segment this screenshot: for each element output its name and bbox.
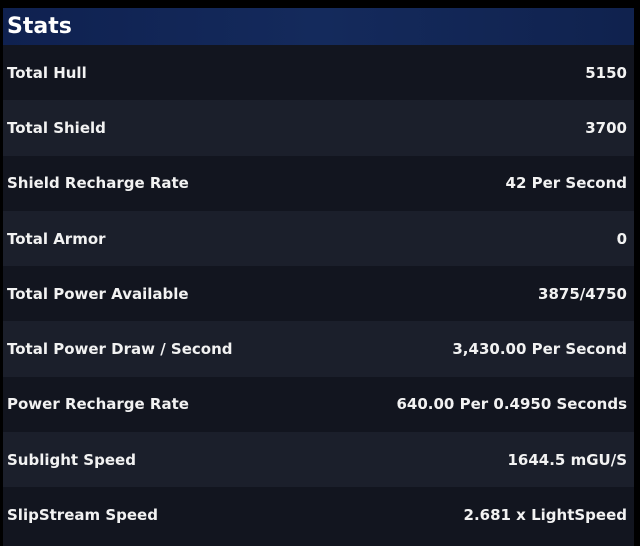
- stats-header: Stats: [3, 8, 634, 45]
- stat-label: SlipStream Speed: [7, 506, 158, 525]
- stat-row: Total Power Draw / Second 3,430.00 Per Se…: [3, 321, 634, 377]
- stat-row: Sublight Speed 1644.5 mGU/S: [3, 432, 634, 488]
- stat-row: Total Armor 0: [3, 210, 634, 267]
- stat-row: SlipStream Speed 2.681 x LightSpeed: [3, 487, 634, 543]
- stat-label: Total Armor: [7, 229, 106, 248]
- stat-label: Total Hull: [7, 63, 87, 82]
- stats-panel: Stats Total Hull 5150 Total Shield 3700 Shie…: [3, 8, 634, 546]
- stat-label: Shield Recharge Rate: [7, 174, 189, 193]
- stats-list: Total Hull 5150 Total Shield 3700 Shield Rec…: [3, 45, 634, 543]
- stat-label: Total Power Draw / Second: [7, 340, 233, 359]
- stat-row: Total Hull 5150: [3, 45, 634, 101]
- stat-value: 640.00 Per 0.4950 Seconds: [396, 395, 627, 414]
- stat-label: Total Shield: [7, 118, 106, 137]
- stat-value: 3875/4750: [538, 284, 627, 303]
- stat-value: 3,430.00 Per Second: [452, 340, 627, 359]
- stat-label: Sublight Speed: [7, 450, 136, 469]
- page-title: Stats: [7, 14, 72, 39]
- stat-value: 2.681 x LightSpeed: [463, 506, 627, 525]
- stat-row: Power Recharge Rate 640.00 Per 0.4950 Sec…: [3, 376, 634, 433]
- stat-row: Shield Recharge Rate 42 Per Second: [3, 155, 634, 211]
- stat-label: Power Recharge Rate: [7, 395, 189, 414]
- stat-value: 0: [616, 229, 627, 248]
- stat-value: 3700: [585, 118, 627, 137]
- stat-row: Total Power Available 3875/4750: [3, 266, 634, 322]
- stat-value: 1644.5 mGU/S: [507, 450, 627, 469]
- stat-value: 42 Per Second: [505, 174, 627, 193]
- stat-label: Total Power Available: [7, 284, 189, 303]
- stat-value: 5150: [585, 63, 627, 82]
- stat-row: Total Shield 3700: [3, 100, 634, 156]
